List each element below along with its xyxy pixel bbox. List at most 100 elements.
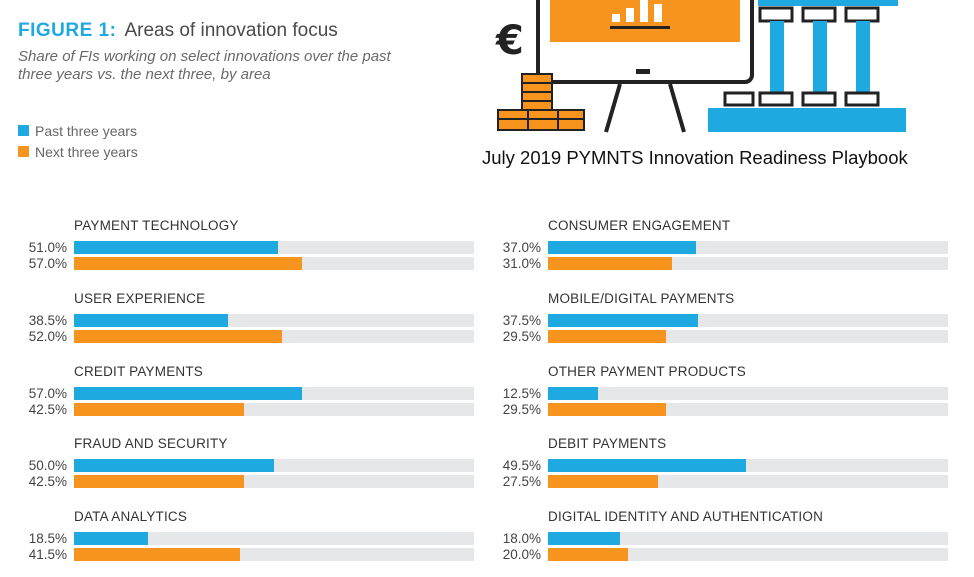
- bar-value-label: 37.5%: [502, 312, 541, 328]
- legend-label-past: Past three years: [35, 122, 137, 139]
- bar-value-label: 49.5%: [502, 458, 541, 474]
- bar-row-past: 37.0%: [474, 239, 949, 256]
- bar-group-digital-identity-and-authentication: DIGITAL IDENTITY AND AUTHENTICATION 18.0%…: [474, 507, 949, 567]
- bar-value-label: 29.5%: [502, 328, 541, 344]
- bar-track: [74, 459, 474, 473]
- bar-row-next: 29.5%: [474, 401, 949, 418]
- legend: Past three years Next three years: [18, 120, 138, 162]
- bar-row-past: 38.5%: [0, 312, 475, 329]
- bar-group-data-analytics: DATA ANALYTICS 18.5% 41.5%: [0, 507, 475, 567]
- bar-track: [74, 329, 474, 343]
- euro-symbol-icon: €: [495, 18, 524, 64]
- bank-building-icon: [708, 0, 906, 132]
- category-label: USER EXPERIENCE: [74, 290, 206, 306]
- bar-row-past: 12.5%: [474, 385, 949, 402]
- bar-value-label: 18.0%: [502, 531, 541, 546]
- bar-past: [74, 459, 274, 473]
- bar-track: [74, 386, 474, 400]
- legend-swatch-next: [18, 146, 29, 157]
- bar-track: [548, 313, 948, 327]
- bar-value-label: 42.5%: [28, 474, 67, 490]
- legend-label-next: Next three years: [35, 143, 138, 160]
- bar-track: [74, 241, 474, 254]
- category-label: MOBILE/DIGITAL PAYMENTS: [548, 290, 735, 306]
- bar-row-next: 42.5%: [0, 401, 475, 418]
- report-caption: July 2019 PYMNTS Innovation Readiness Pl…: [482, 147, 908, 168]
- bar-value-label: 29.5%: [502, 401, 541, 417]
- bar-value-label: 52.0%: [28, 328, 67, 344]
- bar-row-past: 57.0%: [0, 385, 475, 402]
- bar-row-past: 18.5%: [0, 530, 475, 547]
- bar-next: [74, 329, 282, 343]
- bar-past: [548, 532, 620, 545]
- bar-next: [548, 329, 666, 343]
- bar-row-next: 41.5%: [0, 546, 475, 563]
- bar-value-label: 37.0%: [502, 240, 541, 255]
- bar-group-debit-payments: DEBIT PAYMENTS 49.5% 27.5%: [474, 434, 949, 494]
- bar-next: [548, 548, 628, 561]
- bar-row-past: 37.5%: [474, 312, 949, 329]
- bar-next: [548, 475, 658, 489]
- bar-row-next: 20.0%: [474, 546, 949, 563]
- bar-track: [548, 386, 948, 400]
- figure-label: FIGURE 1:: [18, 20, 117, 41]
- category-label: CONSUMER ENGAGEMENT: [548, 218, 731, 233]
- bar-past: [74, 241, 278, 254]
- bar-next: [74, 402, 244, 416]
- category-label: DEBIT PAYMENTS: [548, 436, 667, 452]
- bar-track: [548, 329, 948, 343]
- bar-track: [548, 402, 948, 416]
- bar-row-past: 51.0%: [0, 239, 475, 256]
- bar-track: [548, 257, 948, 270]
- bar-track: [548, 475, 948, 489]
- category-label: OTHER PAYMENT PRODUCTS: [548, 363, 746, 379]
- innovation-illustration: €: [495, 0, 906, 133]
- monitor-icon: [536, 0, 754, 133]
- bar-row-next: 29.5%: [474, 328, 949, 345]
- bar-next: [74, 475, 244, 489]
- bar-value-label: 42.5%: [28, 401, 67, 417]
- bar-group-credit-payments: CREDIT PAYMENTS 57.0% 42.5%: [0, 362, 475, 422]
- bar-track: [548, 532, 948, 545]
- bar-track: [74, 313, 474, 327]
- bar-track: [548, 548, 948, 561]
- bar-value-label: 27.5%: [502, 474, 541, 490]
- bar-value-label: 51.0%: [28, 240, 67, 255]
- bar-past: [548, 459, 746, 473]
- bar-group-user-experience: USER EXPERIENCE 38.5% 52.0%: [0, 289, 475, 349]
- bar-track: [74, 475, 474, 489]
- legend-item-past: Past three years: [18, 120, 138, 141]
- bar-value-label: 38.5%: [28, 312, 67, 328]
- category-label: DATA ANALYTICS: [74, 509, 188, 524]
- bar-past: [74, 386, 302, 400]
- bar-row-past: 50.0%: [0, 457, 475, 474]
- bar-group-other-payment-products: OTHER PAYMENT PRODUCTS 12.5% 29.5%: [474, 362, 949, 422]
- bar-group-consumer-engagement: CONSUMER ENGAGEMENT 37.0% 31.0%: [474, 216, 949, 276]
- bar-value-label: 31.0%: [502, 256, 541, 271]
- bar-next: [548, 402, 666, 416]
- category-label: DIGITAL IDENTITY AND AUTHENTICATION: [548, 509, 824, 524]
- legend-item-next: Next three years: [18, 141, 138, 162]
- bar-group-mobile-digital-payments: MOBILE/DIGITAL PAYMENTS 37.5% 29.5%: [474, 289, 949, 349]
- figure-name: Areas of innovation focus: [124, 20, 338, 41]
- bar-track: [74, 532, 474, 545]
- bar-track: [74, 402, 474, 416]
- bar-past: [74, 313, 228, 327]
- bar-value-label: 50.0%: [28, 458, 67, 474]
- category-label: FRAUD AND SECURITY: [74, 436, 228, 452]
- bar-track: [74, 257, 474, 270]
- figure-title: FIGURE 1: Areas of innovation focus: [18, 20, 338, 42]
- bar-value-label: 20.0%: [502, 547, 541, 562]
- bar-past: [548, 241, 696, 254]
- bar-row-next: 27.5%: [474, 473, 949, 490]
- bar-row-past: 18.0%: [474, 530, 949, 547]
- bar-next: [74, 548, 240, 561]
- figure-subtitle: Share of FIs working on select innovatio…: [18, 48, 391, 83]
- bar-past: [548, 313, 698, 327]
- bar-row-next: 57.0%: [0, 255, 475, 272]
- bar-value-label: 41.5%: [28, 547, 67, 562]
- bar-row-next: 31.0%: [474, 255, 949, 272]
- coin-stack-icon: [497, 73, 585, 131]
- bar-track: [548, 241, 948, 254]
- bar-group-payment-technology: PAYMENT TECHNOLOGY 51.0% 57.0%: [0, 216, 475, 276]
